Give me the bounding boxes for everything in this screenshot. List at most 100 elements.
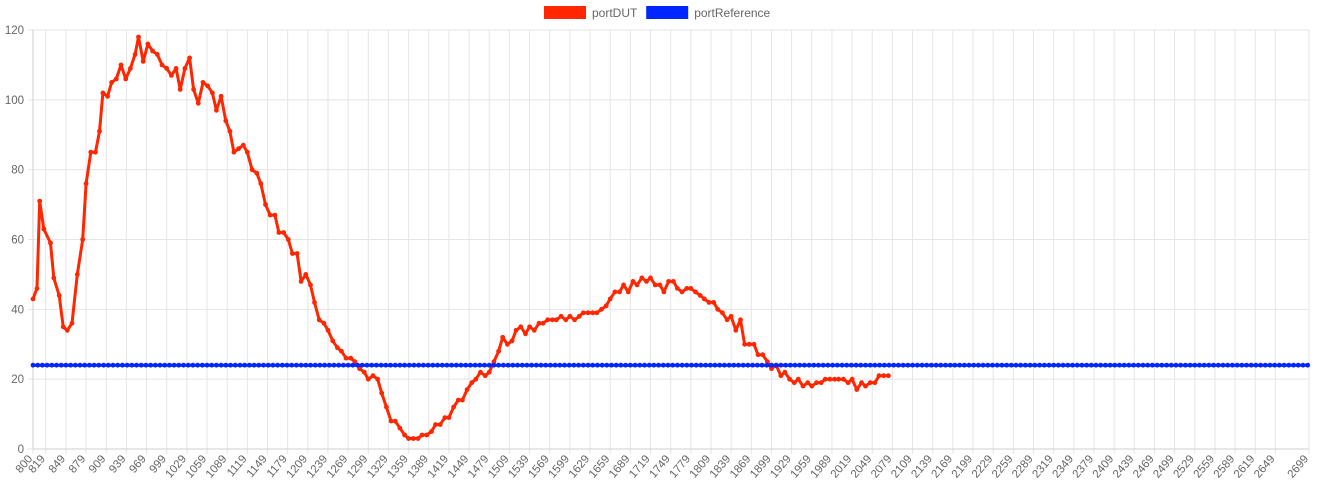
- data-point: [795, 376, 801, 382]
- data-point: [416, 362, 422, 368]
- data-point: [836, 376, 841, 382]
- data-point: [1093, 362, 1099, 368]
- x-tick-label: 1719: [627, 453, 653, 480]
- data-point: [364, 362, 370, 368]
- x-tick-label: 1479: [466, 453, 492, 480]
- data-point: [195, 362, 201, 368]
- data-point: [665, 362, 671, 368]
- data-point: [929, 362, 934, 368]
- data-point: [617, 289, 622, 295]
- data-point: [167, 362, 172, 368]
- data-point: [284, 362, 290, 368]
- x-tick-label: 2589: [1212, 453, 1238, 480]
- data-point: [670, 362, 676, 368]
- data-point: [100, 90, 106, 96]
- legend-swatch: [544, 6, 586, 19]
- data-point: [919, 362, 925, 368]
- data-point: [500, 334, 506, 340]
- x-tick-label: 2649: [1252, 453, 1278, 480]
- data-point: [585, 362, 591, 368]
- data-point: [1135, 362, 1141, 368]
- data-point: [1225, 362, 1231, 368]
- data-point: [181, 362, 186, 368]
- data-point: [449, 362, 454, 368]
- data-point: [800, 383, 806, 389]
- data-point: [872, 380, 878, 386]
- data-point: [379, 390, 385, 396]
- data-point: [523, 331, 528, 337]
- legend-item-portDUT[interactable]: portDUT: [544, 6, 638, 20]
- x-tick-label: 849: [47, 453, 69, 475]
- y-tick-label: 80: [11, 165, 24, 177]
- data-point: [830, 362, 835, 368]
- data-point: [227, 128, 233, 134]
- data-point: [335, 345, 340, 351]
- data-point: [604, 362, 610, 368]
- data-point: [621, 282, 626, 288]
- data-point: [778, 373, 784, 379]
- data-point: [1051, 362, 1057, 368]
- data-point: [35, 362, 41, 368]
- data-point: [265, 362, 271, 368]
- data-point: [430, 362, 436, 368]
- data-point: [37, 198, 43, 204]
- data-point: [218, 362, 224, 368]
- data-point: [285, 237, 291, 242]
- y-tick-label: 20: [11, 374, 24, 386]
- x-tick-label: 1809: [688, 453, 714, 480]
- data-point: [566, 362, 572, 368]
- data-point: [51, 275, 57, 281]
- data-point: [1164, 362, 1169, 368]
- data-point: [1041, 362, 1047, 368]
- data-point: [145, 41, 151, 47]
- data-point: [40, 362, 45, 368]
- x-tick-label: 1089: [204, 453, 230, 480]
- data-point: [406, 436, 411, 441]
- data-point: [701, 296, 707, 302]
- data-point: [1168, 362, 1174, 368]
- data-point: [357, 366, 362, 372]
- data-point: [34, 286, 40, 291]
- data-point: [905, 362, 911, 368]
- legend-item-portReference[interactable]: portReference: [646, 6, 771, 20]
- data-point: [124, 362, 130, 368]
- data-point: [392, 362, 398, 368]
- data-point: [1154, 362, 1160, 368]
- data-point: [990, 362, 995, 368]
- data-point: [429, 429, 434, 434]
- data-point: [383, 362, 389, 368]
- data-point: [858, 362, 864, 368]
- data-point: [270, 362, 276, 368]
- data-point: [127, 66, 133, 71]
- x-tick-label: 1869: [728, 453, 754, 480]
- data-point: [736, 362, 741, 368]
- data-point: [832, 376, 837, 382]
- data-point: [214, 107, 219, 113]
- data-point: [56, 293, 62, 298]
- data-point: [388, 418, 394, 424]
- data-point: [545, 317, 551, 323]
- data-point: [444, 362, 450, 368]
- data-point: [1088, 362, 1094, 368]
- x-tick-label: 1359: [385, 453, 411, 480]
- data-point: [1291, 362, 1296, 368]
- data-point: [971, 362, 977, 368]
- data-point: [44, 362, 50, 368]
- data-point: [101, 362, 106, 368]
- data-point: [791, 380, 797, 386]
- data-point: [811, 362, 817, 368]
- data-point: [652, 282, 658, 288]
- data-point: [308, 362, 313, 368]
- data-point: [642, 362, 647, 368]
- x-tick-label: 879: [67, 453, 89, 475]
- data-point: [294, 251, 300, 256]
- data-point: [834, 362, 840, 368]
- data-point: [1008, 362, 1014, 368]
- y-tick-label: 60: [11, 235, 24, 247]
- x-tick-label: 2409: [1091, 453, 1117, 480]
- x-tick-label: 2379: [1071, 453, 1097, 480]
- data-point: [1079, 362, 1085, 368]
- data-point: [365, 376, 371, 382]
- data-point: [839, 362, 845, 368]
- data-point: [359, 362, 365, 368]
